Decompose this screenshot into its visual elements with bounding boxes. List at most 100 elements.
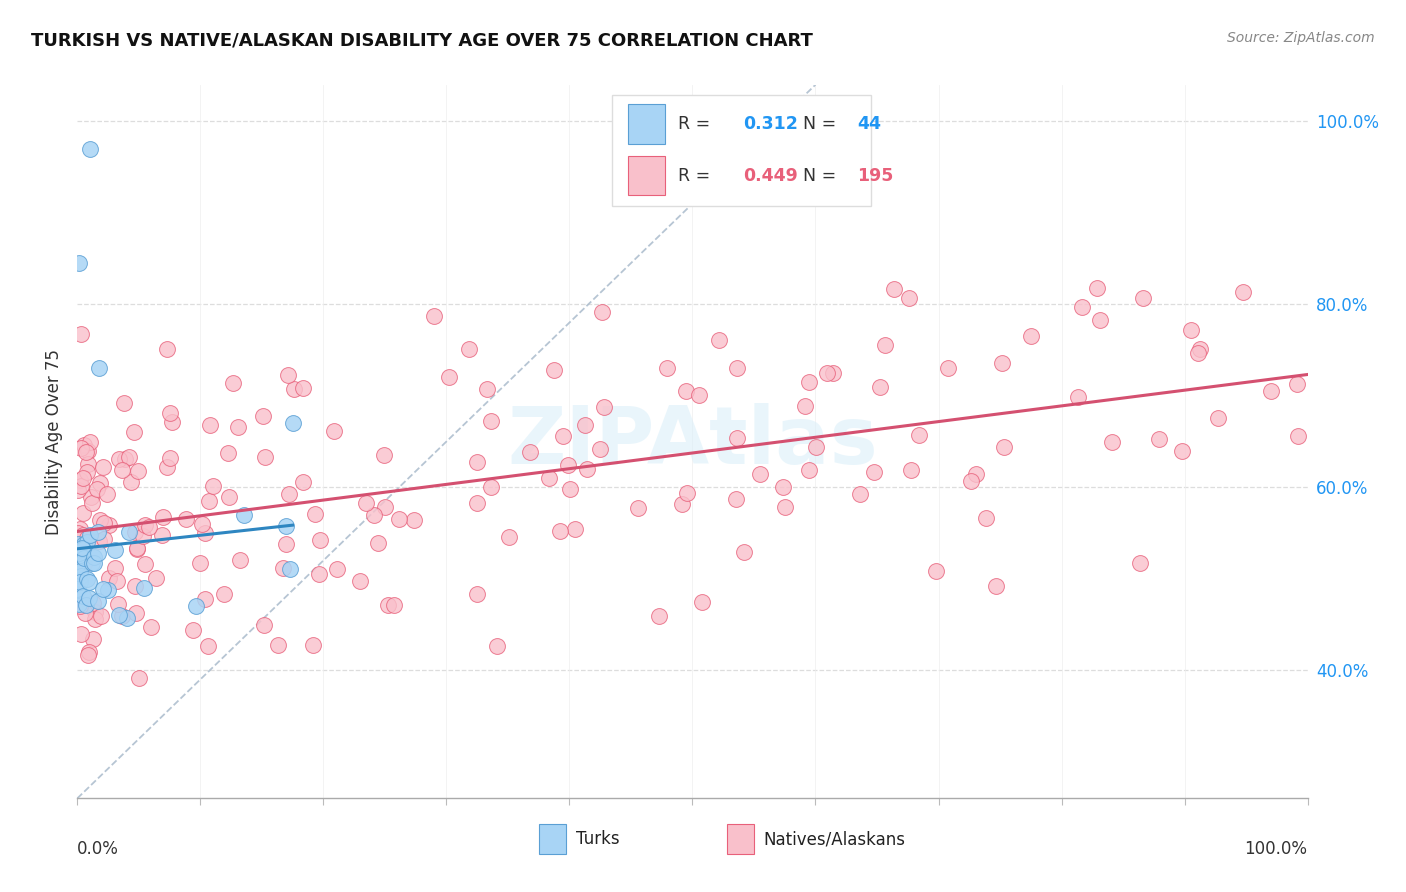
Point bbox=[477, 382, 499, 396]
Point bbox=[90, 608, 112, 623]
Point bbox=[465, 587, 488, 601]
Point bbox=[266, 638, 288, 652]
Point bbox=[1085, 281, 1108, 295]
Point bbox=[553, 429, 575, 443]
Point bbox=[794, 400, 817, 414]
Point bbox=[104, 543, 127, 558]
Point bbox=[70, 541, 93, 556]
Point bbox=[382, 598, 405, 612]
Point bbox=[79, 528, 101, 542]
Point bbox=[76, 466, 98, 480]
Point bbox=[1286, 429, 1309, 443]
Point bbox=[1147, 432, 1170, 446]
Point bbox=[655, 361, 678, 376]
Point bbox=[591, 305, 613, 319]
Point bbox=[308, 567, 330, 582]
Point bbox=[93, 582, 115, 596]
Point bbox=[87, 533, 110, 548]
Point bbox=[218, 490, 240, 504]
Point bbox=[108, 607, 131, 622]
Point bbox=[253, 450, 276, 465]
Point bbox=[993, 440, 1015, 454]
Point bbox=[690, 595, 713, 609]
Point bbox=[974, 511, 997, 525]
Point bbox=[97, 571, 120, 585]
Point bbox=[232, 508, 254, 523]
Point bbox=[156, 342, 179, 356]
FancyBboxPatch shape bbox=[628, 104, 665, 144]
Point bbox=[79, 434, 101, 449]
Point bbox=[194, 592, 217, 607]
Point bbox=[560, 482, 582, 496]
Text: 44: 44 bbox=[858, 115, 882, 133]
Point bbox=[75, 598, 97, 612]
Point bbox=[91, 460, 114, 475]
Point bbox=[965, 467, 987, 482]
Point bbox=[67, 597, 90, 611]
Point bbox=[1171, 443, 1194, 458]
Point bbox=[77, 645, 100, 659]
Point bbox=[76, 531, 98, 545]
Point bbox=[87, 525, 110, 540]
Point bbox=[725, 431, 748, 445]
Point bbox=[86, 546, 108, 560]
Point bbox=[281, 416, 304, 430]
Point bbox=[67, 546, 90, 560]
Point bbox=[112, 396, 135, 410]
Point bbox=[574, 418, 596, 433]
Point bbox=[1132, 291, 1154, 305]
Point bbox=[104, 561, 127, 575]
Point bbox=[72, 542, 94, 557]
Point bbox=[107, 597, 129, 611]
Y-axis label: Disability Age Over 75: Disability Age Over 75 bbox=[45, 349, 63, 534]
Point bbox=[69, 566, 91, 580]
Point bbox=[367, 535, 389, 549]
Point bbox=[67, 542, 90, 557]
Point bbox=[89, 361, 111, 376]
Point bbox=[292, 475, 315, 489]
Point bbox=[301, 638, 323, 652]
Point bbox=[938, 360, 960, 375]
Point bbox=[138, 520, 160, 534]
Point bbox=[70, 627, 93, 641]
Point bbox=[69, 575, 91, 590]
Point bbox=[127, 464, 149, 478]
Point bbox=[67, 526, 90, 541]
Point bbox=[159, 450, 181, 465]
Point bbox=[323, 424, 346, 438]
Point bbox=[1180, 323, 1202, 337]
Point bbox=[73, 537, 96, 551]
Text: R =: R = bbox=[678, 167, 721, 185]
Point bbox=[69, 522, 91, 536]
Point bbox=[733, 545, 755, 559]
Text: TURKISH VS NATIVE/ALASKAN DISABILITY AGE OVER 75 CORRELATION CHART: TURKISH VS NATIVE/ALASKAN DISABILITY AGE… bbox=[31, 31, 813, 49]
Point bbox=[69, 474, 91, 488]
Point bbox=[97, 582, 120, 597]
Point bbox=[76, 535, 98, 549]
Point bbox=[152, 510, 174, 524]
Point bbox=[84, 611, 107, 625]
Point bbox=[93, 533, 115, 547]
Point bbox=[991, 356, 1014, 370]
Point bbox=[134, 557, 156, 571]
Text: 100.0%: 100.0% bbox=[1244, 839, 1308, 858]
Point bbox=[465, 496, 488, 510]
Point bbox=[1260, 384, 1282, 398]
Point bbox=[150, 528, 173, 542]
Point bbox=[128, 671, 150, 685]
Point bbox=[537, 471, 560, 485]
Point bbox=[120, 475, 142, 489]
Point bbox=[75, 606, 97, 620]
Point bbox=[124, 579, 146, 593]
Point bbox=[675, 384, 697, 399]
Point bbox=[83, 550, 105, 565]
Point bbox=[190, 516, 212, 531]
Point bbox=[278, 561, 301, 575]
Point bbox=[849, 487, 872, 501]
Point bbox=[799, 463, 821, 477]
Point bbox=[984, 579, 1007, 593]
Point bbox=[709, 333, 731, 347]
Point bbox=[125, 607, 148, 621]
Point bbox=[873, 338, 896, 352]
Text: 195: 195 bbox=[858, 167, 894, 185]
